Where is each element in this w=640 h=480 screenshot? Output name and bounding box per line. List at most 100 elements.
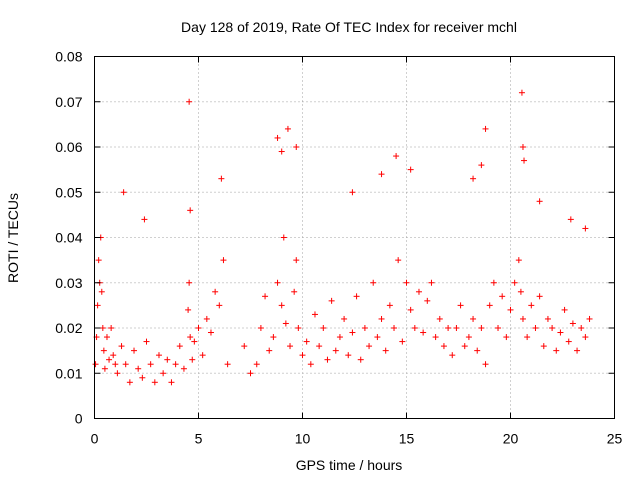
data-point xyxy=(247,370,254,377)
data-point xyxy=(212,288,219,295)
data-point xyxy=(486,302,493,309)
data-point xyxy=(336,334,343,341)
data-point xyxy=(519,315,526,322)
data-point xyxy=(316,343,323,350)
data-point xyxy=(457,302,464,309)
data-point xyxy=(94,302,101,309)
data-point xyxy=(561,306,568,313)
data-point xyxy=(274,134,281,141)
data-point xyxy=(126,379,133,386)
data-point xyxy=(253,361,260,368)
data-point xyxy=(92,361,99,368)
data-point xyxy=(112,361,119,368)
data-point xyxy=(186,98,193,105)
data-point xyxy=(172,361,179,368)
y-tick-label: 0.05 xyxy=(55,184,82,200)
data-point xyxy=(495,325,502,331)
data-point xyxy=(474,347,481,354)
x-tick-label: 0 xyxy=(91,431,99,447)
y-tick-label: 0.06 xyxy=(55,139,82,155)
data-point xyxy=(195,325,202,331)
data-point xyxy=(95,257,102,264)
data-point xyxy=(511,279,518,286)
data-point xyxy=(465,334,472,341)
data-point xyxy=(470,175,477,182)
data-point xyxy=(168,379,175,386)
data-point xyxy=(366,343,373,350)
data-point xyxy=(147,361,154,368)
data-point xyxy=(353,293,360,300)
data-point xyxy=(374,334,381,341)
x-tick-label: 20 xyxy=(503,431,519,447)
data-point xyxy=(320,325,327,331)
data-point xyxy=(567,216,574,223)
data-point xyxy=(185,306,192,313)
data-point xyxy=(378,315,385,322)
data-point xyxy=(160,370,167,377)
data-point xyxy=(521,157,528,164)
data-point xyxy=(218,175,225,182)
data-point xyxy=(187,207,194,214)
data-point xyxy=(141,216,148,223)
data-point xyxy=(528,302,535,309)
data-point xyxy=(411,325,418,331)
data-point xyxy=(386,302,393,309)
data-point xyxy=(553,347,560,354)
data-point xyxy=(424,297,431,304)
data-point xyxy=(407,166,414,173)
data-point xyxy=(345,352,352,359)
y-tick-label: 0.01 xyxy=(55,365,82,381)
data-point xyxy=(191,338,198,345)
data-point xyxy=(453,325,460,331)
data-point xyxy=(135,365,142,372)
data-point xyxy=(341,315,348,322)
x-tick-label: 15 xyxy=(399,431,415,447)
data-point xyxy=(399,338,406,345)
data-point xyxy=(517,288,524,295)
data-point xyxy=(428,279,435,286)
data-point xyxy=(349,189,356,196)
y-axis-tick-labels: 0 0.01 0.02 0.03 0.04 0.05 0.06 0.07 0.08 xyxy=(55,49,82,427)
data-point xyxy=(503,334,510,341)
data-point xyxy=(403,279,410,286)
data-point xyxy=(278,148,285,155)
data-point xyxy=(282,320,289,327)
data-point xyxy=(524,334,531,341)
data-point xyxy=(299,352,306,359)
data-point xyxy=(280,234,287,241)
data-point xyxy=(274,279,281,286)
data-point xyxy=(532,325,539,331)
y-tick-label: 0.02 xyxy=(55,320,82,336)
data-point xyxy=(544,315,551,322)
data-point xyxy=(122,361,129,368)
y-tick-label: 0 xyxy=(75,411,83,427)
data-point xyxy=(449,352,456,359)
data-point xyxy=(110,352,117,359)
data-point xyxy=(549,325,556,331)
y-tick-label: 0.04 xyxy=(55,230,82,246)
data-point xyxy=(139,374,146,381)
data-point xyxy=(118,343,125,350)
data-point xyxy=(565,338,572,345)
data-point xyxy=(220,257,227,264)
data-point xyxy=(490,279,497,286)
data-point xyxy=(461,343,468,350)
x-axis-label: GPS time / hours xyxy=(296,457,403,473)
data-point xyxy=(291,288,298,295)
data-point xyxy=(293,144,300,150)
data-point xyxy=(278,302,285,309)
data-points xyxy=(92,89,593,386)
data-point xyxy=(101,365,108,372)
data-point xyxy=(470,315,477,322)
data-point xyxy=(262,293,269,300)
data-point xyxy=(361,325,368,331)
data-point xyxy=(328,297,335,304)
x-tick-label: 10 xyxy=(295,431,311,447)
data-point xyxy=(582,334,589,341)
y-tick-label: 0.03 xyxy=(55,275,82,291)
data-point xyxy=(518,89,525,96)
data-point xyxy=(582,225,589,232)
data-point xyxy=(349,329,356,336)
data-point xyxy=(324,356,331,363)
